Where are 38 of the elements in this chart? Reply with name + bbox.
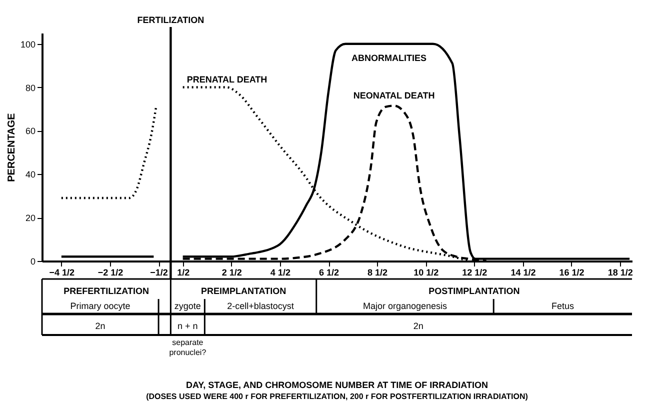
text: 2-cell+blastocyst [227, 301, 294, 311]
x-tick-label: 14 1/2 [510, 268, 536, 278]
y-tick-label: 40 [25, 170, 36, 180]
text: PREIMPLANTATION [200, 286, 286, 296]
x-tick-label: 12 1/2 [462, 268, 488, 278]
y-tick-label: 100 [20, 39, 36, 50]
series-label: NEONATAL DEATH [353, 90, 435, 101]
text: POSTIMPLANTATION [428, 286, 520, 296]
text: n + n [178, 321, 198, 331]
text: Major organogenesis [362, 301, 448, 311]
y-tick-label: 0 [30, 256, 36, 266]
text: (DOSES USED WERE 400 r FOR PREFERTILIZATION, 200 r FOR POSTFERTILIZATION IRRADIATION) [146, 392, 528, 401]
text: 2n [413, 321, 424, 331]
text: separate pronuclei? [169, 338, 207, 357]
text: zygote [174, 301, 201, 311]
text: 2n [95, 321, 106, 331]
x-tick-label: 10 1/2 [414, 268, 439, 278]
x-tick-label: 4 1/2 [270, 268, 290, 278]
text: PREFERTILIZATION [64, 286, 150, 296]
ref-line-label: FERTILIZATION [137, 15, 204, 25]
text: Primary oocyte [70, 301, 130, 311]
text: DAY, STAGE, AND CHROMOSOME NUMBER AT TIME OF IRRADIATION [186, 380, 488, 390]
x-tick-label: 2 1/2 [222, 268, 242, 278]
x-tick-label: 16 1/2 [559, 268, 584, 278]
x-tick-label: 18 1/2 [608, 268, 633, 278]
x-tick-label: −4 1/2 [49, 268, 75, 278]
x-tick-label: 6 1/2 [318, 268, 340, 278]
y-axis-title: PERCENTAGE [6, 112, 18, 182]
x-tick-label: −1/2 [150, 268, 168, 278]
x-tick-label: −2 1/2 [98, 268, 124, 278]
x-tick-label: 1/2 [177, 268, 190, 278]
text: Fetus [552, 301, 575, 311]
y-tick-label: 20 [25, 213, 36, 224]
series-label: PRENATAL DEATH [186, 74, 268, 84]
y-tick-label: 60 [25, 126, 36, 136]
y-tick-label: 80 [25, 82, 36, 93]
series-label: ABNORMALITIES [352, 52, 426, 63]
x-tick-label: 8 1/2 [368, 268, 388, 278]
